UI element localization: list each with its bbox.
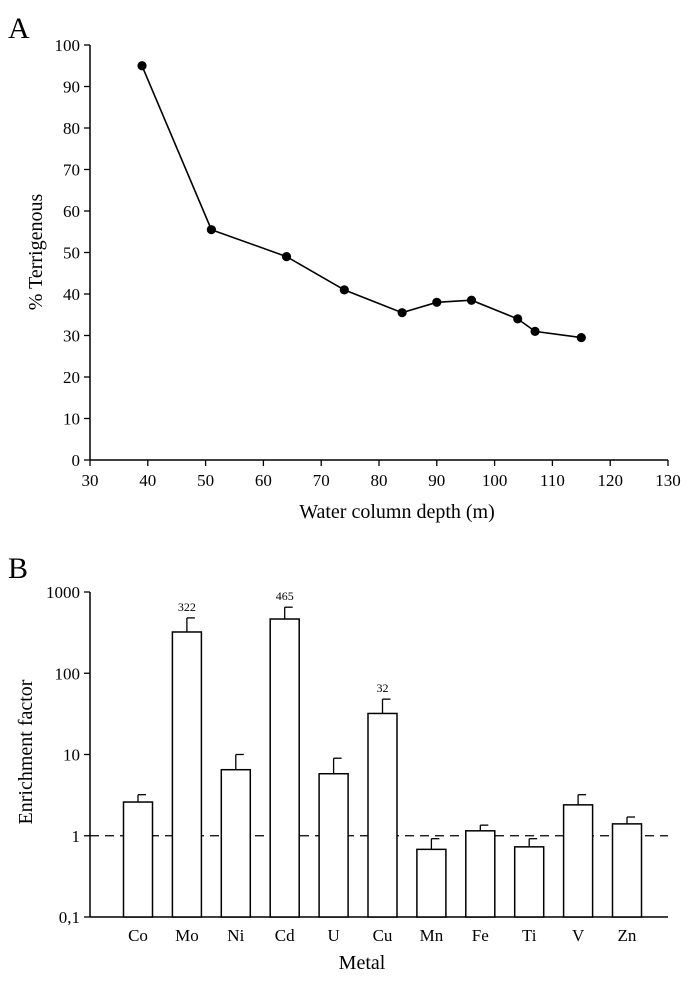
panel-a-y-axis-label: % Terrigenous — [25, 194, 47, 311]
panel-b-data-label: 322 — [178, 600, 196, 614]
panel-a-x-tick-label: 120 — [597, 471, 623, 490]
panel-b-bar — [613, 824, 642, 917]
panel-b-x-tick-label: Mo — [175, 926, 199, 945]
panel-b-bar — [466, 831, 495, 917]
panel-a-x-tick-label: 50 — [197, 471, 214, 490]
panel-b-label: B — [8, 552, 28, 585]
panel-a-x-tick-label: 90 — [428, 471, 445, 490]
panel-b-x-tick-label: Cu — [373, 926, 393, 945]
panel-b-x-tick-label: Ni — [227, 926, 244, 945]
panel-a-x-tick-label: 80 — [371, 471, 388, 490]
panel-a-y-tick-label: 60 — [63, 202, 80, 221]
panel-a-data-point — [137, 61, 146, 70]
panel-a-x-tick-label: 40 — [139, 471, 156, 490]
panel-b-bar — [564, 805, 593, 917]
panel-a-x-axis-label: Water column depth (m) — [299, 501, 495, 523]
panel-a-data-point — [530, 327, 539, 336]
panel-a-data-point — [432, 298, 441, 307]
panel-b-x-tick-label: Zn — [618, 926, 637, 945]
panel-b-bar — [368, 713, 397, 917]
panel-a-axes — [90, 45, 668, 460]
panel-b-y-tick-label: 100 — [55, 664, 81, 683]
panel-a-y-tick-label: 100 — [55, 36, 81, 55]
panel-b-data-label: 465 — [276, 589, 294, 603]
panel-b-y-axis-label: Enrichment factor — [15, 679, 37, 824]
panel-a-data-point — [207, 225, 216, 234]
panel-b-bar — [417, 849, 446, 917]
panel-a-y-tick-label: 70 — [63, 161, 80, 180]
panel-b-bar-chart: B 322 465 32 0,1 1 10 100 1000 Co Mo Ni Cd U Cu Mn Fe… — [8, 552, 668, 974]
panel-a-x-tick-label: 100 — [482, 471, 508, 490]
panel-b-bar — [319, 774, 348, 917]
panel-a-x-tick-label: 30 — [82, 471, 99, 490]
panel-b-x-tick-label: Co — [128, 926, 148, 945]
panel-b-x-axis-label: Metal — [339, 952, 386, 974]
panel-a-data-point — [467, 296, 476, 305]
panel-a-label: A — [8, 12, 30, 45]
panel-a-x-tick-label: 70 — [313, 471, 330, 490]
panel-b-data-label: 32 — [377, 681, 389, 695]
panel-a-data-point — [340, 285, 349, 294]
panel-a-data-point — [513, 314, 522, 323]
panel-b-y-tick-label: 0,1 — [59, 908, 80, 927]
panel-b-y-tick-label: 1 — [72, 827, 81, 846]
panel-a-y-tick-label: 30 — [63, 327, 80, 346]
panel-a-points — [137, 61, 585, 342]
panel-a-x-tick-label: 110 — [540, 471, 565, 490]
panel-b-bar — [515, 847, 544, 917]
panel-b-x-tick-label: U — [327, 926, 339, 945]
panel-a-y-ticks: 0 10 20 30 40 50 60 70 80 90 100 — [55, 36, 91, 470]
panel-b-bar — [124, 802, 153, 917]
panel-a-y-tick-label: 90 — [63, 78, 80, 97]
panel-b-x-tick-label: Cd — [275, 926, 295, 945]
panel-b-bar — [221, 770, 250, 917]
panel-a-y-tick-label: 10 — [63, 410, 80, 429]
panel-a-y-tick-label: 0 — [72, 451, 81, 470]
panel-b-x-tick-label: V — [572, 926, 585, 945]
panel-a-y-tick-label: 80 — [63, 119, 80, 138]
panel-a-y-tick-label: 50 — [63, 244, 80, 263]
panel-a-x-tick-label: 130 — [655, 471, 681, 490]
panel-a-data-point — [577, 333, 586, 342]
panel-a-data-point — [398, 308, 407, 317]
panel-b-y-ticks: 0,1 1 10 100 1000 — [46, 583, 90, 927]
panel-b-bar — [270, 619, 299, 917]
panel-a-x-ticks: 30 40 50 60 70 80 90 100 110 120 130 — [82, 460, 681, 490]
panel-a-series-line — [142, 66, 581, 338]
panel-b-x-tick-label: Ti — [522, 926, 537, 945]
panel-a-data-point — [282, 252, 291, 261]
panel-b-x-tick-label: Mn — [420, 926, 444, 945]
panel-b-x-ticks: Co Mo Ni Cd U Cu Mn Fe Ti V Zn — [128, 926, 637, 945]
panel-a-y-tick-label: 20 — [63, 368, 80, 387]
panel-b-bar — [172, 632, 201, 917]
panel-b-y-tick-label: 10 — [63, 746, 80, 765]
panel-a-y-tick-label: 40 — [63, 285, 80, 304]
panel-b-y-tick-label: 1000 — [46, 583, 80, 602]
panel-b-bars: 322 465 32 — [124, 589, 642, 917]
panel-a-x-tick-label: 60 — [255, 471, 272, 490]
panel-b-x-tick-label: Fe — [472, 926, 489, 945]
panel-a-line-chart: A 30 40 50 60 70 80 90 100 110 120 130 0 10 20 30 40 50… — [8, 12, 681, 523]
